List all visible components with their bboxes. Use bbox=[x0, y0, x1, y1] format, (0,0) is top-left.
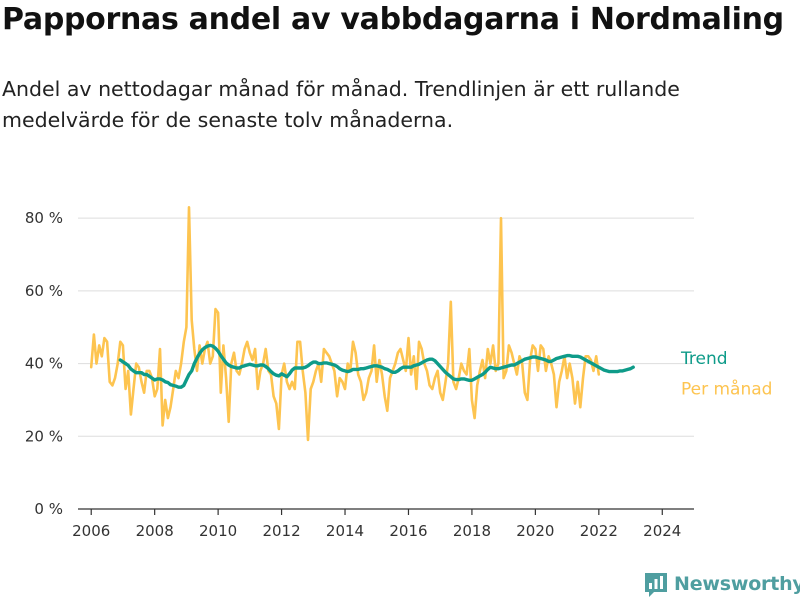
x-tick-label: 2008 bbox=[136, 522, 174, 540]
legend: Per månad Trend bbox=[680, 349, 772, 399]
x-tick-label: 2006 bbox=[72, 522, 110, 540]
y-tick-label: 40 % bbox=[25, 355, 63, 373]
chart-title: Pappornas andel av vabbdagarna i Nordmal… bbox=[2, 2, 784, 37]
y-tick-label: 80 % bbox=[25, 209, 63, 227]
y-axis-ticks: 0 % 20 % 40 % 60 % 80 % bbox=[25, 209, 63, 518]
y-tick-label: 60 % bbox=[25, 282, 63, 300]
monthly-line bbox=[89, 206, 601, 442]
brand-name: Newsworthy bbox=[674, 573, 800, 595]
x-axis: 2006 2008 2010 2012 2014 2016 2018 2020 2022 2024 bbox=[72, 508, 694, 540]
x-tick-label: 2022 bbox=[580, 522, 618, 540]
series-layer bbox=[89, 206, 635, 442]
x-tick-label: 2020 bbox=[516, 522, 554, 540]
y-tick-label: 20 % bbox=[25, 427, 63, 445]
newsworthy-brand[interactable]: Newsworthy bbox=[644, 570, 800, 598]
y-tick-label: 0 % bbox=[34, 500, 63, 518]
x-tick-label: 2012 bbox=[262, 522, 300, 540]
newsworthy-chart-logo-icon bbox=[645, 573, 667, 597]
x-tick-label: 2014 bbox=[326, 522, 364, 540]
x-tick-label: 2010 bbox=[199, 522, 237, 540]
legend-monthly-label: Per månad bbox=[681, 378, 772, 399]
x-tick-label: 2018 bbox=[453, 522, 491, 540]
x-tick-label: 2024 bbox=[643, 522, 681, 540]
chart-subtitle: Andel av nettodagar månad för månad. Tre… bbox=[2, 77, 680, 132]
x-tick-label: 2016 bbox=[389, 522, 427, 540]
legend-trend-label: Trend bbox=[680, 349, 728, 369]
trend-line bbox=[118, 343, 635, 389]
